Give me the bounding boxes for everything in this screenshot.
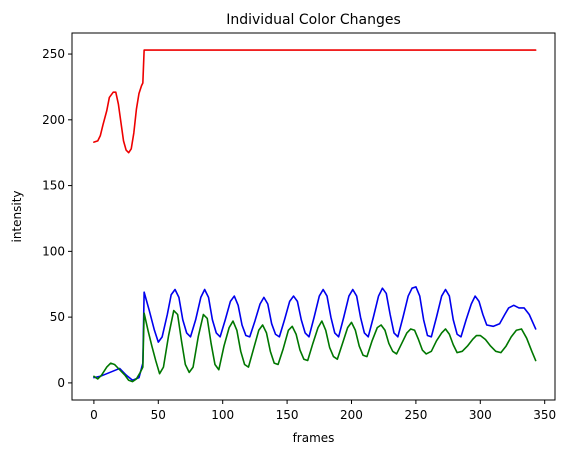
y-axis: 0 50 100 150 200 250: [42, 47, 72, 390]
x-axis: 0 50 100 150 200 250 300 350: [90, 400, 556, 422]
x-tick-label-5: 250: [404, 408, 427, 422]
series-line-0: [93, 49, 537, 154]
y-axis-label: intensity: [10, 190, 24, 242]
y-tick-label-0: 0: [57, 376, 65, 390]
y-tick-label-2: 100: [42, 244, 65, 258]
y-tick-label-3: 150: [42, 179, 65, 193]
y-tick-label-1: 50: [50, 310, 65, 324]
x-tick-label-2: 100: [211, 408, 234, 422]
series-line-1: [93, 286, 537, 382]
y-tick-label-5: 250: [42, 47, 65, 61]
x-tick-label-4: 200: [340, 408, 363, 422]
x-tick-label-1: 50: [151, 408, 166, 422]
x-tick-label-3: 150: [276, 408, 299, 422]
x-axis-label: frames: [293, 431, 335, 445]
plot-frame: [71, 32, 556, 401]
x-tick-label-0: 0: [90, 408, 98, 422]
chart-title: Individual Color Changes: [226, 12, 401, 28]
series-line-2: [93, 309, 537, 383]
x-tick-label-7: 350: [533, 408, 556, 422]
y-tick-label-4: 200: [42, 113, 65, 127]
x-tick-label-6: 300: [469, 408, 492, 422]
series-layer: [93, 49, 537, 383]
